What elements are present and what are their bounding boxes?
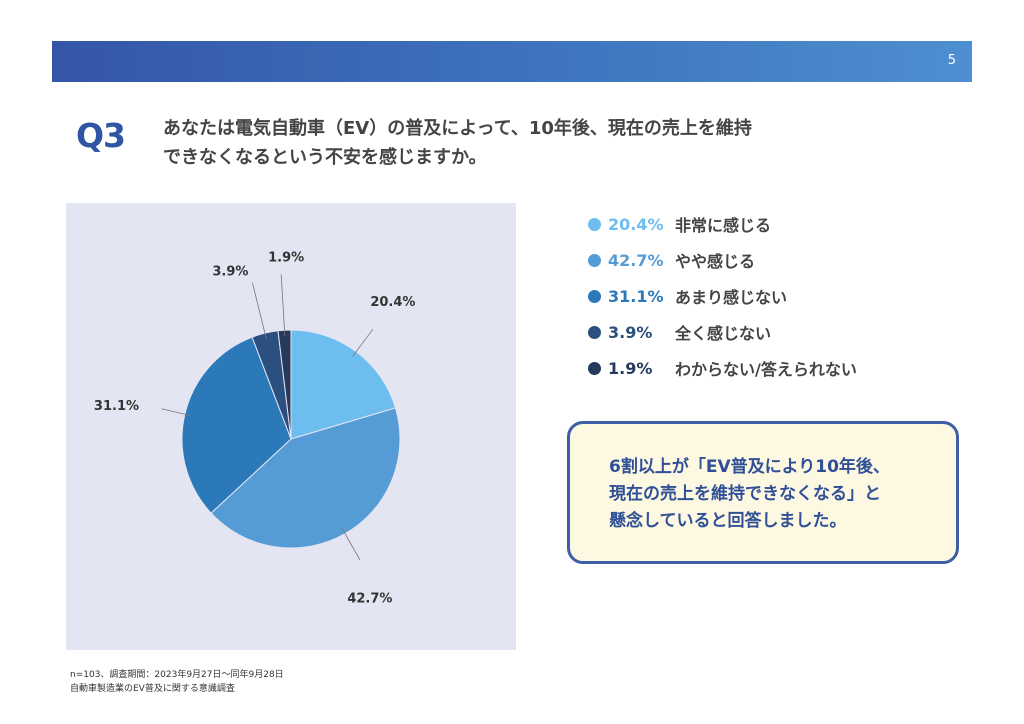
legend-item: 3.9% 全く感じない — [588, 314, 857, 350]
legend-dot-icon — [588, 253, 601, 267]
footnote-sample: n=103、調査期間：2023年9月27日〜同年9月28日 — [70, 670, 284, 680]
slice-label: 3.9% — [212, 265, 248, 280]
legend-dot-icon — [588, 217, 601, 231]
question-text: あなたは電気自動車（EV）の普及によって、10年後、現在の売上を維持 できなくな… — [163, 114, 863, 172]
callout-line-2: 現在の売上を維持できなくなる」と — [609, 484, 881, 504]
legend-item: 42.7% やや感じる — [588, 242, 857, 278]
header-band: 5 — [52, 41, 972, 82]
legend-dot-icon — [588, 361, 601, 375]
slice-label: 42.7% — [347, 592, 392, 607]
chart-legend: 20.4% 非常に感じる 42.7% やや感じる 31.1% あまり感じない 3.9% 全く感… — [588, 206, 857, 386]
legend-percent: 31.1% — [608, 286, 664, 306]
pie-chart: 20.4% 42.7% 31.1% 3.9% 1.9% — [94, 250, 416, 607]
leader-line — [280, 274, 286, 337]
legend-label: 全く感じない — [675, 324, 772, 343]
legend-dot-icon — [588, 289, 601, 303]
chart-panel: 20.4% 42.7% 31.1% 3.9% 1.9% — [66, 203, 516, 650]
legend-label: やや感じる — [675, 252, 756, 271]
legend-label: わからない/答えられない — [675, 360, 857, 379]
legend-item: 20.4% 非常に感じる — [588, 206, 857, 242]
legend-percent: 20.4% — [608, 214, 664, 234]
legend-percent: 1.9% — [608, 358, 653, 378]
slice-label: 31.1% — [94, 399, 139, 414]
question-line-1: あなたは電気自動車（EV）の普及によって、10年後、現在の売上を維持 — [163, 118, 752, 139]
footnote: n=103、調査期間：2023年9月27日〜同年9月28日 自動車製造業のEV普… — [70, 668, 284, 696]
leader-line — [341, 528, 361, 560]
question-number: Q3 — [76, 116, 126, 155]
leader-line — [352, 328, 374, 357]
summary-callout: 6割以上が「EV普及により10年後、 現在の売上を維持できなくなる」と 懸念して… — [567, 421, 959, 564]
legend-label: 非常に感じる — [675, 216, 772, 235]
legend-percent: 3.9% — [608, 322, 653, 342]
slice-label: 20.4% — [370, 295, 415, 310]
legend-percent: 42.7% — [608, 250, 664, 270]
footnote-survey: 自動車製造業のEV普及に関する意識調査 — [70, 684, 235, 694]
slice-label: 1.9% — [268, 250, 304, 265]
callout-line-3: 懸念していると回答しました。 — [609, 511, 847, 531]
legend-dot-icon — [588, 325, 601, 339]
leader-line — [161, 408, 191, 416]
legend-label: あまり感じない — [675, 288, 788, 307]
legend-item: 1.9% わからない/答えられない — [588, 350, 857, 386]
page-number: 5 — [947, 53, 956, 68]
leader-line — [252, 282, 267, 340]
question-line-2: できなくなるという不安を感じますか。 — [163, 147, 487, 168]
legend-item: 31.1% あまり感じない — [588, 278, 857, 314]
callout-line-1: 6割以上が「EV普及により10年後、 — [609, 457, 890, 477]
